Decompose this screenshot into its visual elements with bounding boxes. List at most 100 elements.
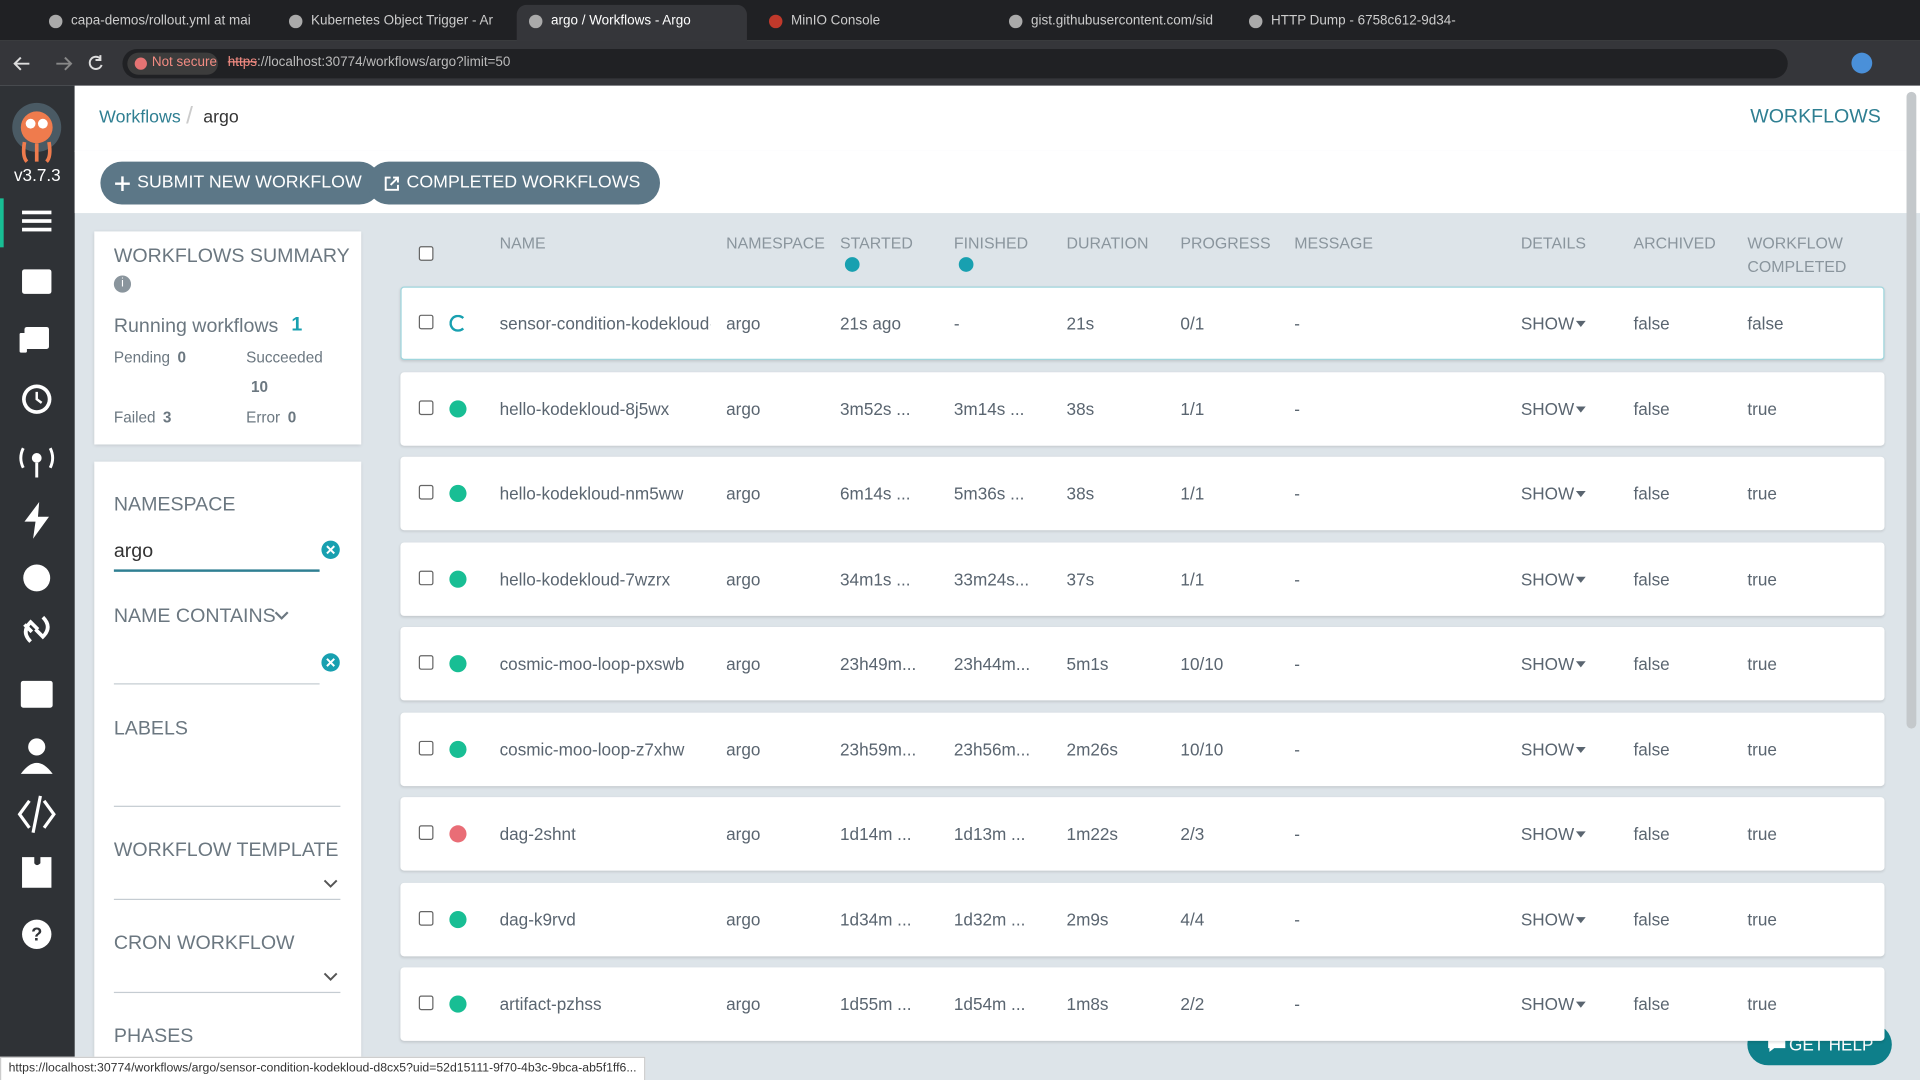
cell-details[interactable]: SHOW — [1520, 994, 1575, 1014]
nav-buttons[interactable] — [12, 51, 110, 75]
url-rest: ://localhost:30774/workflows/argo?limit=… — [256, 55, 511, 70]
cell-progress: 10/10 — [1180, 738, 1224, 759]
cell-finished: 1d32m ... — [953, 909, 1026, 929]
cell-details[interactable]: SHOW — [1520, 483, 1575, 504]
cell-started: 23h59m... — [840, 738, 917, 759]
stat-value: 3 — [162, 408, 172, 427]
template-label: WORKFLOW TEMPLATE — [113, 840, 339, 861]
cell-finished: 3m14s ... — [953, 398, 1025, 419]
cell-details[interactable]: SHOW — [1520, 738, 1575, 759]
browser-tab[interactable]: argo / Workflows - Argo — [516, 4, 747, 41]
row-checkbox[interactable] — [418, 995, 434, 1011]
row-checkbox[interactable] — [418, 740, 434, 755]
cell-details[interactable]: SHOW — [1520, 653, 1575, 674]
cell-namespace: argo — [726, 483, 761, 504]
summary-title: WORKFLOWS SUMMARY — [113, 246, 350, 267]
cell-name: sensor-condition-kodekloud-c — [499, 313, 711, 334]
cell-completed: true — [1747, 824, 1777, 844]
cell-duration: 5m1s — [1066, 653, 1109, 674]
browser-tab[interactable]: MinIO Console — [791, 13, 881, 29]
version: v3.7.3 — [13, 165, 61, 185]
sort-icon[interactable] — [844, 257, 860, 272]
browser-tab[interactable]: gist.githubusercontent.com/sid — [1031, 13, 1213, 29]
security-icon — [134, 57, 147, 70]
cell-duration: 37s — [1066, 568, 1095, 589]
breadcrumb-link[interactable]: Workflows — [99, 107, 181, 128]
dropdown-icons[interactable] — [322, 877, 339, 987]
name-field[interactable] — [113, 683, 320, 685]
cell-completed: false — [1747, 313, 1784, 334]
svg-text:?: ? — [31, 923, 42, 944]
sort-icon[interactable] — [958, 257, 974, 272]
clear-icons[interactable] — [321, 540, 341, 675]
browser-tab[interactable]: capa-demos/rollout.yml at mai — [71, 13, 251, 29]
workflow-row[interactable] — [400, 626, 1885, 701]
info-icon[interactable]: i — [113, 275, 132, 293]
row-checkbox[interactable] — [418, 655, 434, 670]
cron-label: CRON WORKFLOW — [113, 933, 295, 954]
profile[interactable] — [1851, 52, 1873, 74]
breadcrumb-current: argo — [203, 107, 239, 128]
cell-started: 6m14s ... — [840, 483, 911, 504]
cell-started: 3m52s ... — [840, 398, 911, 419]
stat-label: Succeeded — [246, 348, 323, 367]
cell-message: - — [1294, 483, 1301, 504]
browser-tab[interactable]: Kubernetes Object Trigger - Ar — [311, 13, 493, 29]
workflow-row[interactable] — [400, 286, 1885, 361]
sidebar-icons[interactable]: ? — [0, 196, 75, 955]
row-checkbox[interactable] — [418, 825, 434, 841]
cron-field[interactable] — [113, 991, 341, 994]
cell-finished: 1d54m ... — [953, 994, 1026, 1014]
cell-details[interactable]: SHOW — [1520, 398, 1575, 419]
submit-button[interactable]: SUBMIT NEW WORKFLOW — [100, 161, 382, 205]
cell-finished: 5m36s ... — [953, 483, 1025, 504]
workflow-row[interactable] — [400, 541, 1885, 616]
workflow-row[interactable] — [400, 371, 1885, 446]
cell-namespace: argo — [726, 653, 761, 674]
row-checkbox[interactable] — [418, 570, 434, 585]
cell-details[interactable]: SHOW — [1520, 909, 1575, 929]
cell-progress: 2/3 — [1180, 824, 1205, 844]
namespace-input[interactable]: argo — [113, 541, 154, 563]
labels-field[interactable] — [113, 805, 341, 807]
column-header: WORKFLOW COMPLETED — [1747, 233, 1847, 276]
row-checkbox[interactable] — [418, 910, 434, 926]
browser-tab[interactable]: HTTP Dump - 6758c612-9d34- — [1271, 13, 1456, 29]
cell-details[interactable]: SHOW — [1520, 568, 1575, 589]
cell-finished: 23h56m... — [953, 738, 1031, 759]
select-all[interactable] — [418, 246, 434, 261]
cell-started: 34m1s ... — [840, 568, 911, 589]
cell-name: cosmic-moo-loop-pxswb — [499, 653, 685, 674]
cell-name: artifact-pzhss — [499, 994, 602, 1014]
template-field[interactable] — [113, 898, 341, 901]
stat-value: 0 — [177, 348, 187, 367]
running-label: Running workflows — [113, 315, 279, 337]
completed-button[interactable]: COMPLETED WORKFLOWS — [367, 161, 660, 205]
row-checkbox[interactable] — [418, 484, 434, 500]
workflow-row[interactable] — [400, 712, 1885, 786]
cell-details[interactable]: SHOW — [1520, 824, 1575, 844]
column-header: STARTED — [840, 233, 913, 253]
workflow-row[interactable] — [400, 456, 1885, 531]
column-header: PROGRESS — [1180, 233, 1271, 253]
status-icon — [449, 655, 467, 673]
row-checkbox[interactable] — [418, 314, 434, 330]
cell-progress: 1/1 — [1180, 568, 1205, 589]
cell-namespace: argo — [726, 994, 761, 1014]
tab-icon — [1248, 14, 1263, 29]
cell-details[interactable]: SHOW — [1520, 313, 1575, 334]
caret — [1575, 1001, 1586, 1008]
cell-message: - — [1294, 738, 1301, 759]
cell-completed: true — [1747, 483, 1777, 504]
workflow-row[interactable] — [400, 797, 1885, 871]
name-contains-label[interactable]: NAME CONTAINS — [113, 606, 276, 627]
workflow-row[interactable] — [400, 882, 1885, 956]
url-scheme: https — [227, 55, 257, 70]
scrollbar[interactable] — [1906, 91, 1917, 729]
row-checkbox[interactable] — [418, 399, 434, 415]
tab-icon — [288, 14, 303, 29]
address-bar[interactable] — [122, 48, 1788, 79]
status-icon — [449, 910, 467, 928]
column-header: NAMESPACE — [726, 233, 825, 253]
workflow-row[interactable] — [400, 967, 1885, 1041]
